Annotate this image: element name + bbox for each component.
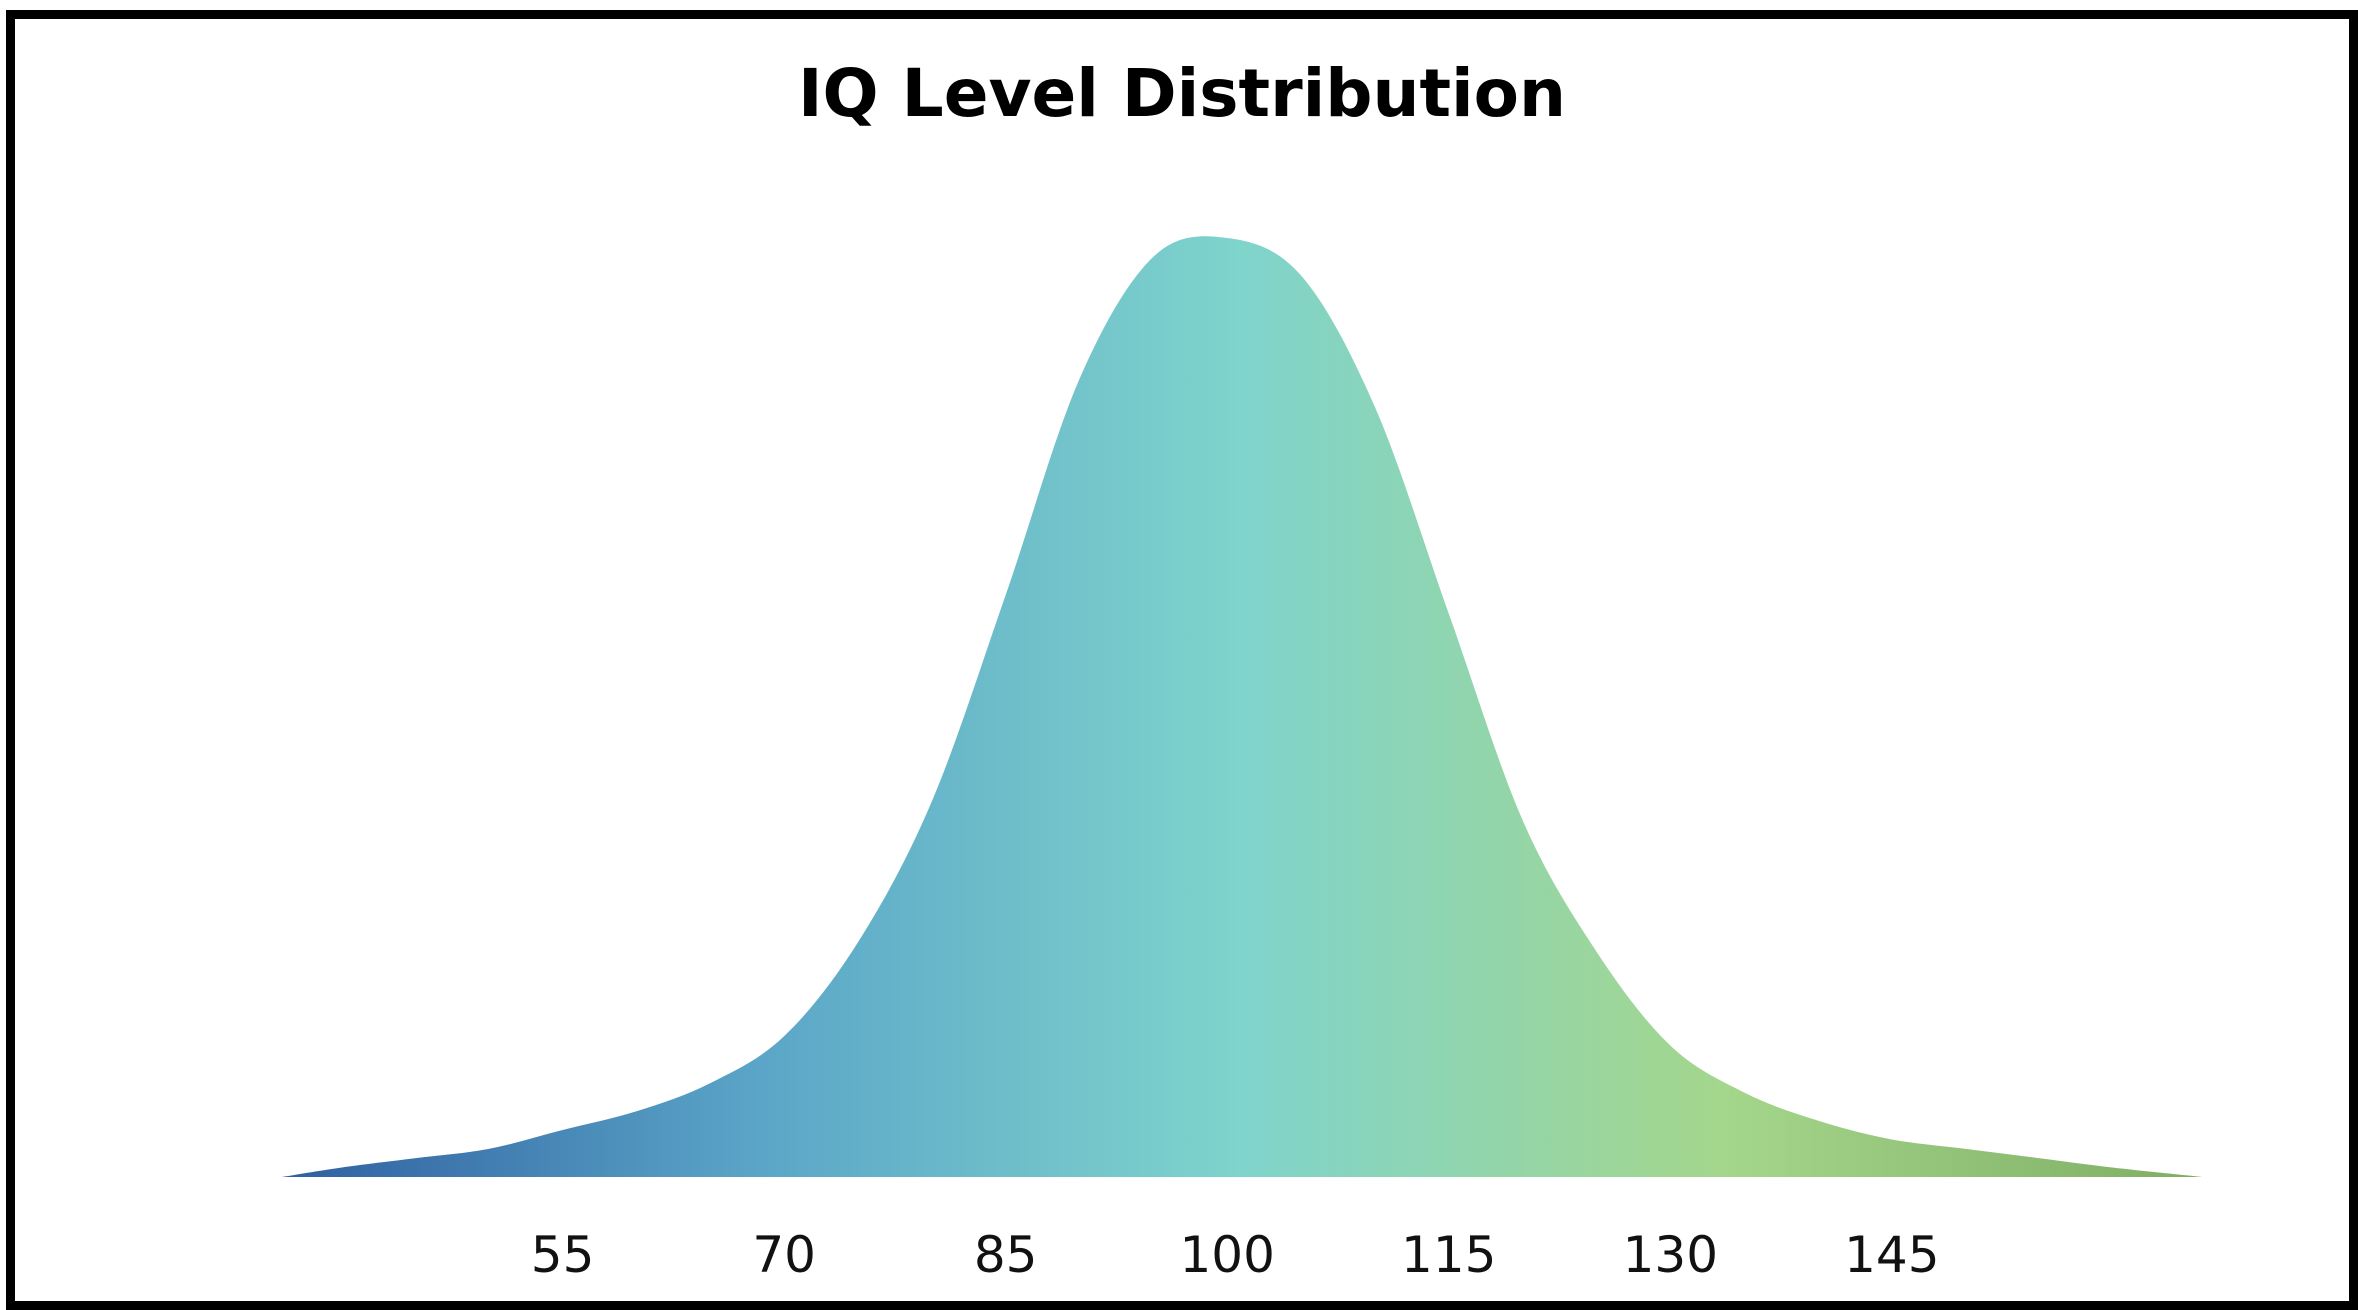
tick-layer: 55 70 85 100 115 130 145 xyxy=(531,1226,1940,1284)
x-tick-label: 115 xyxy=(1401,1226,1496,1284)
distribution-area xyxy=(282,236,2202,1178)
chart-title: IQ Level Distribution xyxy=(798,55,1566,132)
x-tick-label: 70 xyxy=(752,1226,816,1284)
area-layer xyxy=(282,236,2202,1178)
x-tick-label: 100 xyxy=(1180,1226,1275,1284)
x-tick-label: 145 xyxy=(1844,1226,1939,1284)
x-tick-label: 55 xyxy=(531,1226,595,1284)
x-tick-label: 85 xyxy=(974,1226,1038,1284)
x-tick-label: 130 xyxy=(1623,1226,1718,1284)
